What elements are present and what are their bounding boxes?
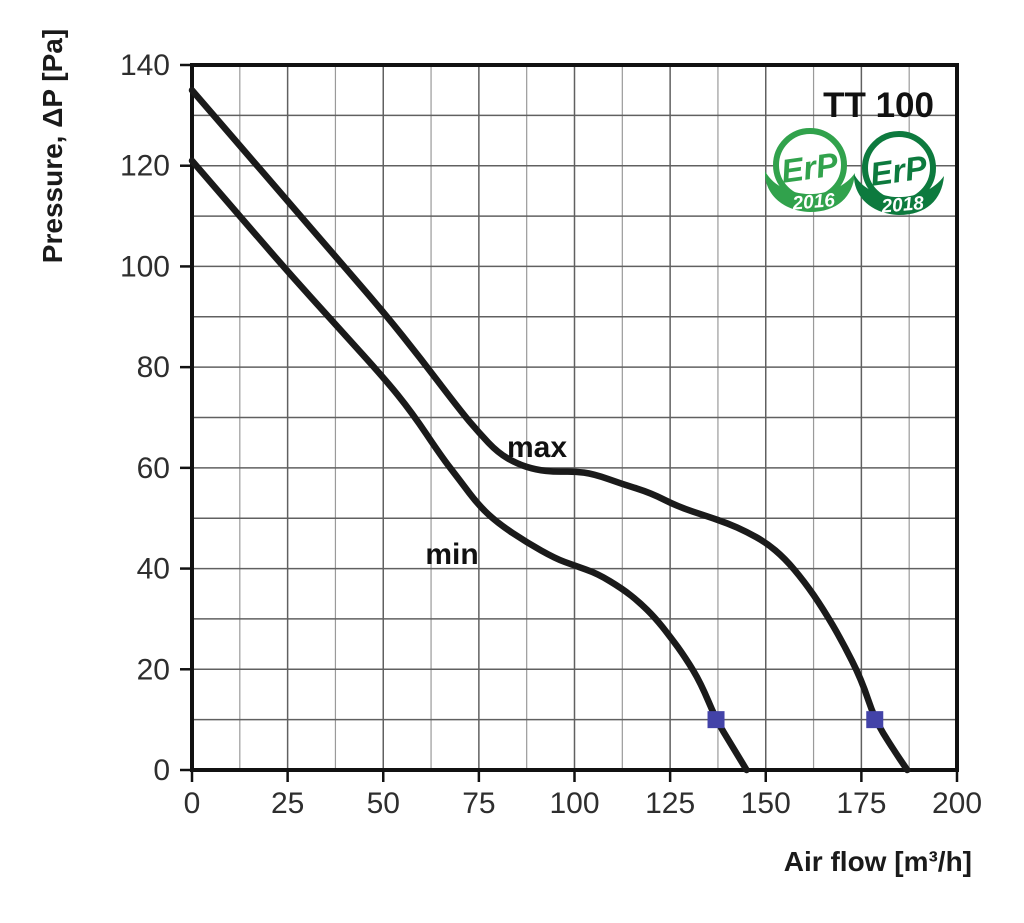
x-tick-label: 175 <box>836 787 886 820</box>
min-curve-label: min <box>425 538 478 571</box>
max-curve <box>188 86 911 774</box>
max-operating-point-marker <box>866 711 884 729</box>
badge-leaf <box>853 174 944 215</box>
badge-erp-label: ErP <box>868 148 930 193</box>
x-tick-label: 75 <box>462 787 495 820</box>
plot-border <box>190 63 959 772</box>
y-tick-label: 0 <box>153 754 170 787</box>
y-tick-label: 20 <box>137 653 170 686</box>
x-tick-label: 0 <box>184 787 201 820</box>
badge-erp-label: ErP <box>779 145 841 190</box>
max-curve-label: max <box>507 431 567 464</box>
badge-year-label: 2016 <box>791 190 836 215</box>
y-tick-label: 100 <box>120 250 170 283</box>
y-tick-labels: 0 20 40 60 80 100 120 140 <box>120 49 170 787</box>
y-tick-label: 40 <box>137 553 170 586</box>
y-tick-label: 140 <box>120 49 170 82</box>
x-tick-label: 50 <box>367 787 400 820</box>
y-tick-label: 60 <box>137 452 170 485</box>
min-operating-point-marker <box>707 711 725 729</box>
min-curve <box>188 157 750 774</box>
x-tick-label: 150 <box>741 787 791 820</box>
badge-leaf <box>764 171 855 212</box>
x-tick-label: 125 <box>645 787 695 820</box>
chart-title: TT 100 <box>823 86 934 125</box>
x-tick-labels: 0 25 50 75 100 125 150 175 200 <box>184 787 982 820</box>
x-tick-label: 200 <box>932 787 982 820</box>
x-axis-title: Air flow [m³/h] <box>784 846 972 877</box>
badge-year-label: 2018 <box>880 193 925 218</box>
y-tick-label: 80 <box>137 351 170 384</box>
y-tick-label: 120 <box>120 150 170 183</box>
grid <box>192 65 957 770</box>
x-tick-label: 100 <box>549 787 599 820</box>
y-axis-title: Pressure, ΔP [Pa] <box>37 29 68 263</box>
x-tick-label: 25 <box>271 787 304 820</box>
